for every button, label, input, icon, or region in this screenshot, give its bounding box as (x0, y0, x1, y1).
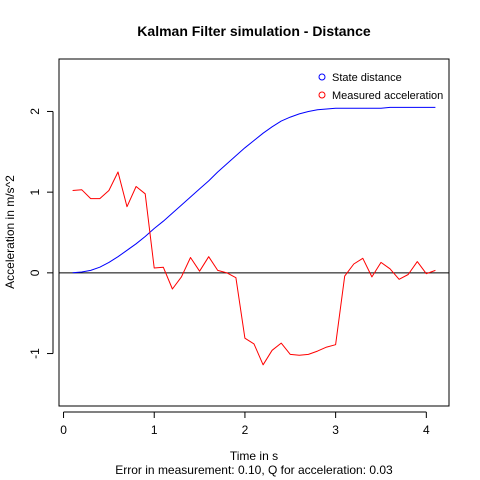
legend-marker (318, 73, 326, 81)
y-axis: -1 0 1 2 (28, 108, 54, 359)
y-tick-label: 1 (28, 188, 42, 195)
x-tick-label: 0 (60, 423, 67, 437)
measured-acceleration-line (72, 171, 436, 366)
y-tick-label: 0 (28, 269, 42, 276)
legend-label: State distance (332, 72, 402, 84)
state-distance-line (72, 106, 436, 274)
legend-label: Measured acceleration (332, 90, 443, 102)
x-tick-label: 1 (151, 423, 158, 437)
legend: State distance Measured acceleration (318, 72, 443, 102)
chart-title: Kalman Filter simulation - Distance (137, 23, 371, 39)
y-axis-label: Acceleration in m/s^2 (3, 175, 17, 289)
plot-frame (58, 58, 450, 407)
x-tick-label: 3 (332, 423, 339, 437)
plot-area (59, 106, 449, 366)
x-tick-label: 2 (242, 423, 249, 437)
y-tick-label: -1 (28, 348, 42, 359)
x-tick-label: 4 (423, 423, 430, 437)
x-axis: 0 1 2 3 4 (60, 411, 430, 437)
y-tick-label: 2 (28, 108, 42, 115)
legend-marker (318, 91, 326, 99)
x-axis-label: Time in s (230, 449, 278, 463)
chart-subtitle: Error in measurement: 0.10, Q for accele… (115, 463, 393, 477)
